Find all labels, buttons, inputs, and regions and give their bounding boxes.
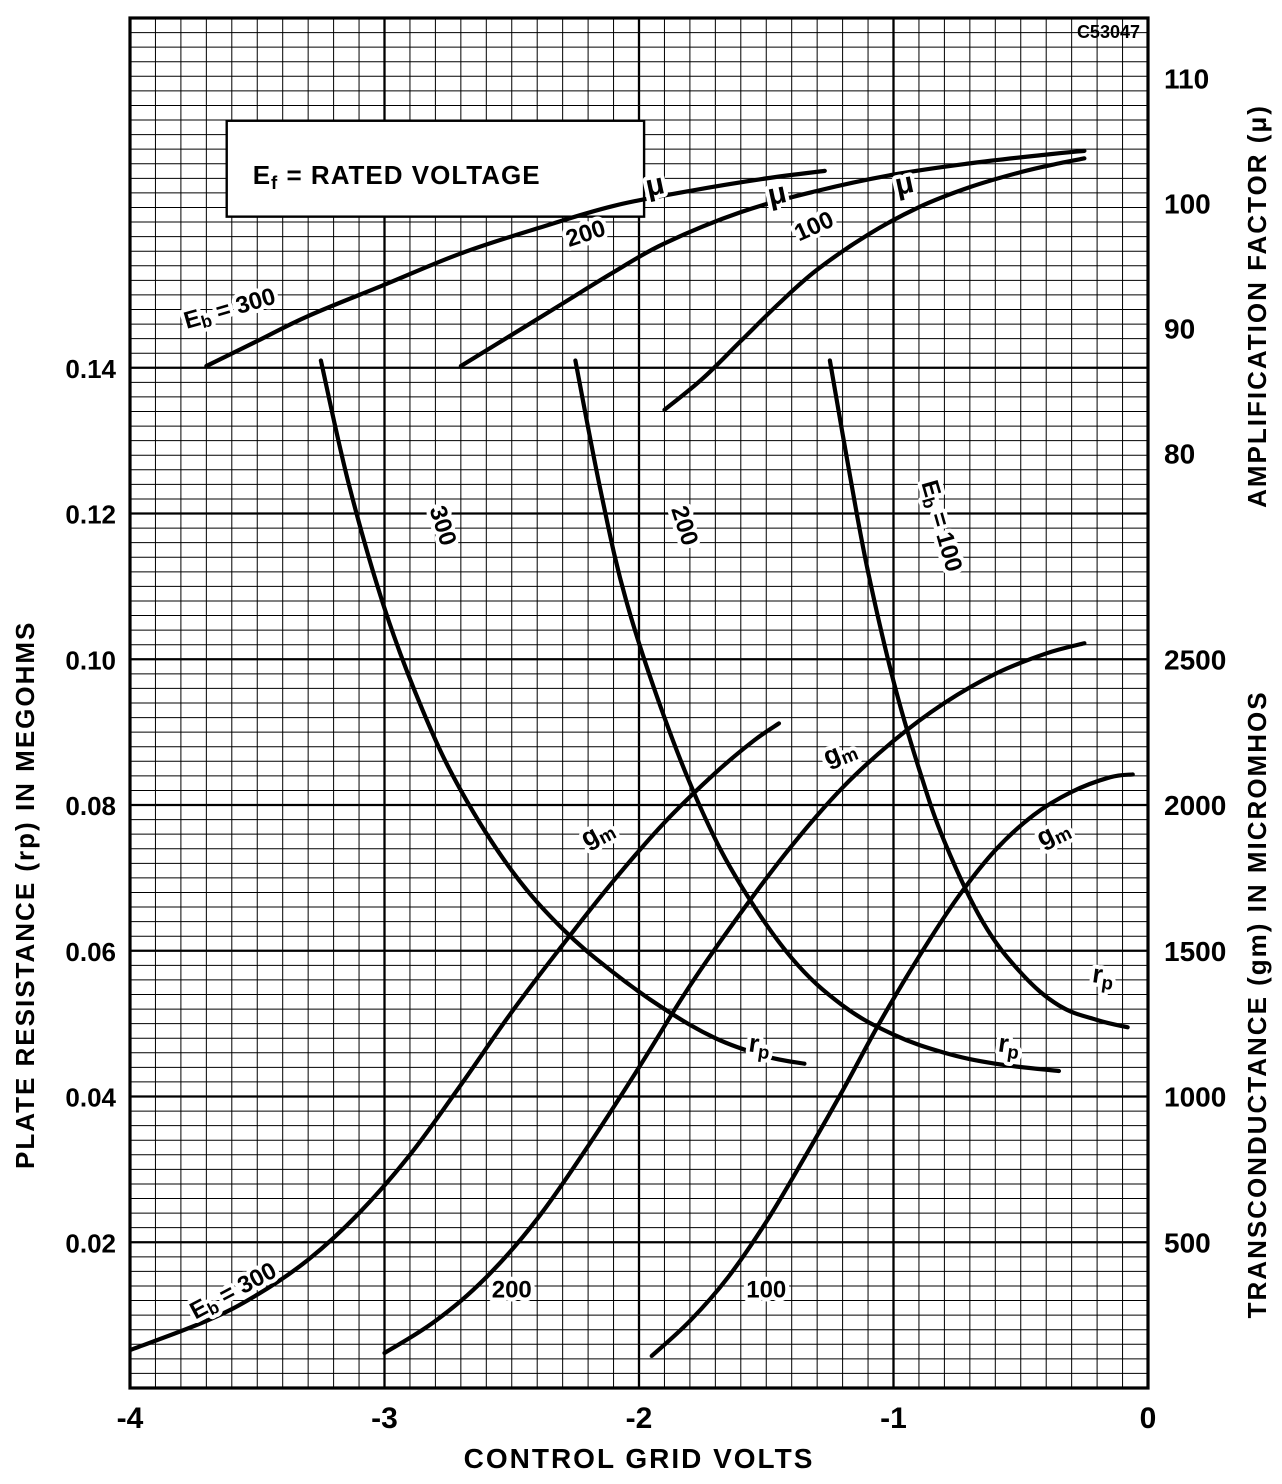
x-tick-label: -3	[371, 1402, 398, 1435]
y-left-tick-label: 0.06	[65, 937, 116, 967]
y-left-tick-label: 0.14	[65, 354, 116, 384]
tube-characteristics-chart: Ef = RATED VOLTAGE C53047 -4 -3 -2 -1 0 CONTROL…	[0, 0, 1282, 1484]
y-right-mu-tick-label: 100	[1164, 188, 1211, 219]
y-left-tick-label: 0.10	[65, 645, 116, 675]
y-left-tick-label: 0.04	[65, 1083, 116, 1113]
corner-id: C53047	[1077, 22, 1140, 42]
x-tick-label: -2	[626, 1402, 653, 1435]
x-tick-label: -1	[880, 1402, 907, 1435]
y-right-mu-tick-label: 110	[1164, 63, 1209, 94]
svg-text:100: 100	[746, 1277, 786, 1304]
y-right-mu-tick-label: 90	[1164, 314, 1195, 345]
y-right-gm-tick-label: 2500	[1164, 644, 1226, 675]
y-left-tick-label: 0.08	[65, 791, 116, 821]
y-right-gm-tick-label: 500	[1164, 1227, 1211, 1258]
y-left-tick-label: 0.12	[65, 500, 116, 530]
svg-text:200: 200	[492, 1277, 532, 1304]
y-right-gm-title: TRANSCONDUCTANCE (gm) IN MICROMHOS	[1242, 690, 1272, 1318]
x-tick-label: 0	[1140, 1402, 1157, 1435]
gm-family-label: 200200	[492, 1277, 532, 1304]
y-right-mu-title: AMPLIFICATION FACTOR (μ)	[1242, 104, 1272, 508]
y-right-gm-tick-label: 1500	[1164, 936, 1226, 967]
x-tick-label: -4	[117, 1402, 144, 1435]
gm-family-label: 100100	[746, 1277, 786, 1304]
svg-text:Ef = RATED VOLTAGE: Ef = RATED VOLTAGE	[253, 160, 541, 193]
y-right-gm-tick-label: 2000	[1164, 790, 1226, 821]
y-left-tick-label: 0.02	[65, 1228, 116, 1258]
y-right-mu-tick-label: 80	[1164, 439, 1195, 470]
y-right-gm-tick-label: 1000	[1164, 1082, 1226, 1113]
legend-text: Ef = RATED VOLTAGE	[253, 160, 541, 193]
x-axis-title: CONTROL GRID VOLTS	[464, 1443, 815, 1474]
y-left-title: PLATE RESISTANCE (rp) IN MEGOHMS	[10, 621, 40, 1169]
